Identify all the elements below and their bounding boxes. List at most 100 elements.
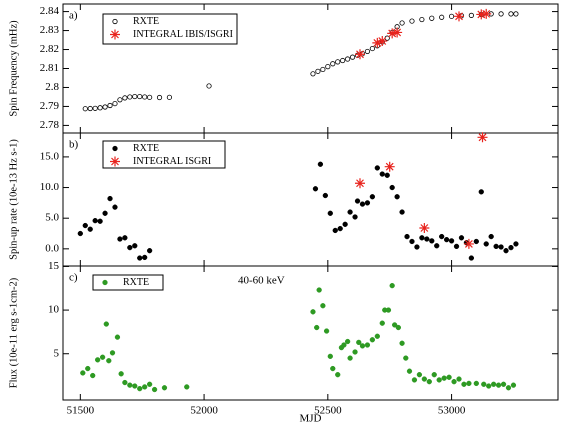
data-point	[443, 236, 450, 243]
data-point	[352, 349, 358, 355]
y-tick-label: 5	[54, 347, 60, 359]
panel-label: a)	[69, 10, 78, 22]
data-point	[473, 380, 479, 387]
data-point	[421, 376, 428, 382]
data-point	[377, 35, 388, 46]
annotation: 40-60 keV	[238, 275, 285, 287]
legend-symbol	[110, 156, 120, 167]
data-point	[372, 37, 383, 48]
data-point	[355, 49, 365, 60]
data-point	[406, 368, 413, 374]
data-point	[498, 244, 504, 250]
x-tick-label: 51500	[67, 405, 95, 417]
data-point	[478, 189, 484, 195]
data-point	[508, 11, 514, 17]
data-point	[347, 355, 353, 361]
data-point	[451, 379, 457, 385]
y-tick-label: 2.79	[40, 100, 60, 112]
data-point	[118, 371, 124, 377]
data-point	[513, 241, 519, 247]
data-point	[92, 217, 98, 224]
data-point	[403, 355, 409, 361]
data-point	[122, 235, 128, 241]
data-point	[498, 11, 504, 17]
data-point	[505, 385, 512, 391]
data-point	[456, 376, 462, 382]
panel-label: b)	[69, 139, 79, 151]
data-point	[431, 372, 437, 378]
data-point	[369, 45, 375, 52]
data-point	[95, 357, 101, 363]
data-point	[103, 321, 109, 327]
data-point	[317, 161, 324, 167]
series	[80, 282, 517, 393]
data-point	[369, 337, 376, 343]
data-point	[161, 385, 168, 391]
data-point	[409, 238, 415, 245]
data-point	[102, 210, 108, 216]
legend-box	[102, 140, 226, 169]
data-point	[99, 354, 106, 360]
y-tick-label: 10	[48, 304, 60, 316]
series	[355, 8, 492, 60]
data-point	[419, 16, 425, 23]
data-point	[114, 334, 121, 340]
data-point	[414, 244, 420, 250]
legend-label: INTEGRAL IBIS/ISGRI	[133, 29, 233, 40]
data-point	[87, 226, 93, 232]
data-point	[461, 381, 467, 387]
data-point	[395, 324, 402, 331]
data-point	[330, 365, 336, 372]
y-tick-label: 15.0	[40, 150, 60, 162]
y-tick-label: 2.84	[40, 5, 60, 17]
data-point	[137, 386, 143, 392]
data-point	[142, 254, 148, 261]
data-point	[488, 233, 494, 240]
series	[355, 132, 488, 249]
data-point	[107, 195, 113, 202]
data-point	[387, 28, 398, 39]
data-point	[352, 214, 358, 220]
legend-box	[102, 13, 238, 45]
data-point	[513, 11, 519, 17]
data-point	[508, 244, 514, 251]
data-point	[355, 178, 365, 189]
data-point	[439, 14, 445, 20]
data-point	[349, 54, 356, 60]
data-point	[122, 379, 128, 386]
data-point	[374, 333, 380, 339]
data-point	[85, 365, 91, 372]
data-point	[424, 236, 430, 242]
data-point	[483, 241, 489, 247]
data-point	[106, 358, 112, 364]
data-point	[439, 233, 445, 240]
data-point	[384, 161, 395, 172]
data-point	[468, 255, 475, 261]
y-tick-label: 2.78	[40, 119, 60, 131]
data-point	[364, 342, 371, 348]
data-point	[316, 287, 322, 293]
data-point	[97, 105, 103, 111]
data-point	[337, 225, 343, 232]
x-axis-title: MJD	[299, 413, 321, 423]
data-point	[112, 100, 118, 107]
data-point	[132, 243, 138, 249]
data-point	[332, 227, 338, 234]
data-point	[122, 95, 128, 101]
data-point	[392, 27, 403, 38]
legend-symbol	[102, 279, 108, 286]
data-point	[97, 218, 103, 224]
data-point	[87, 105, 93, 112]
y-axis-title: Flux (10e-11 erg s-1cm-2)	[8, 277, 19, 388]
x-tick-label: 53000	[438, 405, 466, 417]
legend-label: INTEGRAL ISGRI	[133, 156, 211, 167]
data-point	[184, 384, 190, 390]
data-point	[102, 104, 108, 110]
data-point	[491, 381, 497, 387]
data-point	[466, 380, 472, 387]
legend-label: RXTE	[123, 277, 149, 288]
data-point	[364, 48, 371, 55]
data-point	[344, 338, 351, 345]
data-point	[436, 377, 442, 383]
